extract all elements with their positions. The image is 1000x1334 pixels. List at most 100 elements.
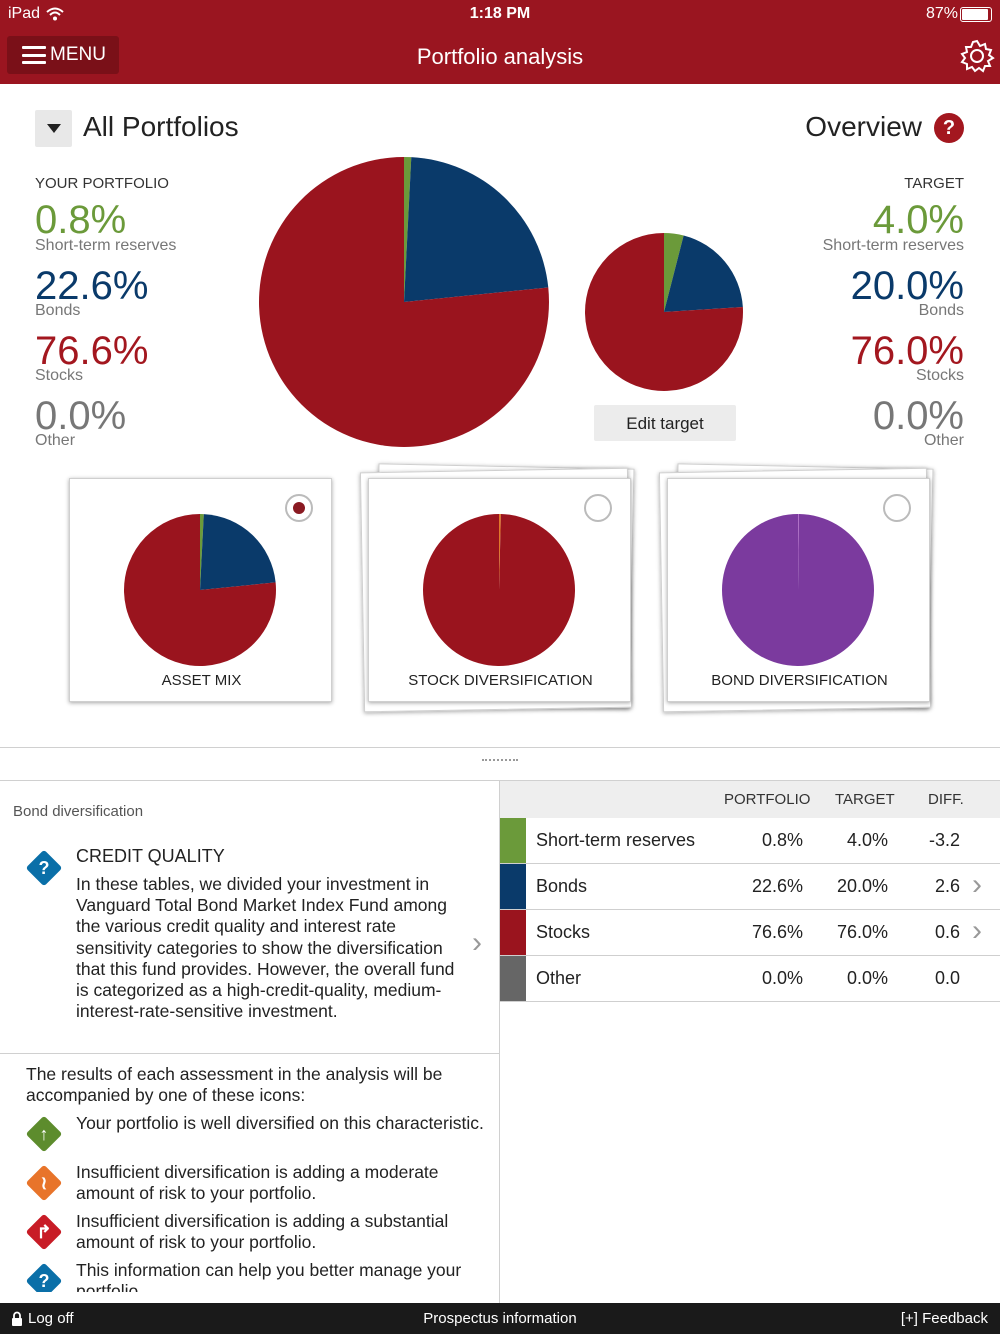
- row-name: Short-term reserves: [536, 830, 696, 850]
- stock-diversification-card[interactable]: STOCK DIVERSIFICATION: [368, 478, 631, 702]
- battery-percent: 87%: [926, 5, 959, 22]
- row-target: 20.0%: [836, 876, 888, 896]
- target-pie-chart: [585, 233, 743, 391]
- target-stocks-label: Stocks: [915, 367, 964, 384]
- table-row: Short-term reserves 0.8% 4.0% -3.2: [500, 818, 1000, 864]
- pie-slice-short-term-reserves: [404, 157, 412, 302]
- status-bar: iPad 1:18 PM 87%: [0, 0, 1000, 30]
- divider: [499, 781, 500, 1305]
- hamburger-icon: [22, 46, 46, 64]
- pie-slice-bonds: [200, 514, 276, 590]
- lock-icon: [12, 1311, 22, 1326]
- pie-slice-bonds: [664, 235, 743, 312]
- table-row: Other 0.0% 0.0% 0.0: [500, 956, 1000, 1002]
- substantial-risk-icon: ↱: [25, 1213, 63, 1251]
- pie-slice-stocks: [585, 233, 743, 391]
- table-row[interactable]: Bonds 22.6% 20.0% 2.6 ›: [500, 864, 1000, 910]
- row-diff: 0.6: [934, 922, 960, 942]
- portfolio-stocks-label: Stocks: [35, 367, 84, 384]
- portfolio-other-value: 0.0%: [35, 394, 127, 438]
- bond-diversification-card[interactable]: BOND DIVERSIFICATION: [667, 478, 930, 702]
- asset-mix-pie-chart: [123, 514, 276, 666]
- bond-diversification-label: BOND DIVERSIFICATION: [711, 672, 888, 689]
- bond-diversification-radio[interactable]: [883, 494, 911, 522]
- chevron-right-icon[interactable]: ›: [972, 914, 982, 947]
- target-short-term-label: Short-term reserves: [822, 237, 964, 254]
- logoff-link[interactable]: Log off: [28, 1310, 74, 1327]
- help-icon[interactable]: ?: [934, 113, 964, 143]
- legend-info-clip: ? This information can help you better m…: [0, 1258, 499, 1292]
- pie-slice-accent: [798, 514, 799, 590]
- bond-diversification-pie-chart: [722, 514, 874, 666]
- row-portfolio: 22.6%: [751, 876, 803, 896]
- moderate-risk-icon: ≀: [25, 1164, 63, 1202]
- target-bonds-value: 20.0%: [850, 264, 964, 308]
- bottom-bar: Log off Prospectus information [+] Feedb…: [0, 1303, 1000, 1334]
- pie-slice-bonds: [404, 157, 549, 302]
- portfolio-dropdown-button[interactable]: [35, 110, 72, 147]
- target-stocks-value: 76.0%: [850, 329, 964, 373]
- overview-title: Overview: [805, 111, 922, 142]
- row-diff: 0.0: [934, 968, 960, 988]
- asset-mix-label: ASSET MIX: [161, 672, 242, 689]
- portfolio-stocks-value: 76.6%: [35, 329, 149, 373]
- gear-icon[interactable]: [959, 38, 995, 74]
- stock-diversification-radio[interactable]: [584, 494, 612, 522]
- column-header-portfolio: PORTFOLIO: [724, 791, 811, 808]
- target-short-term-value: 4.0%: [872, 198, 964, 242]
- table-row[interactable]: Stocks 76.6% 76.0% 0.6 ›: [500, 910, 1000, 956]
- bonds-swatch: [500, 864, 526, 909]
- legend-moderate-risk: Insufficient diversification is adding a…: [76, 1162, 439, 1203]
- page-title: Portfolio analysis: [416, 44, 584, 69]
- info-question-icon: ?: [25, 1262, 63, 1292]
- legend-substantial-risk: Insufficient diversification is adding a…: [76, 1211, 449, 1252]
- pie-slice-short-term-reserves: [200, 514, 204, 590]
- divider: [0, 780, 1000, 781]
- target-heading: TARGET: [904, 175, 964, 192]
- target-other-value: 0.0%: [872, 394, 964, 438]
- feedback-link[interactable]: [+] Feedback: [900, 1310, 988, 1327]
- credit-quality-title: CREDIT QUALITY: [76, 846, 225, 866]
- wifi-icon: [46, 7, 64, 21]
- portfolio-selector-label[interactable]: All Portfolios: [83, 111, 239, 142]
- other-swatch: [500, 956, 526, 1001]
- asset-mix-card[interactable]: ASSET MIX: [69, 478, 332, 702]
- row-target: 76.0%: [836, 922, 888, 942]
- credit-quality-description: In these tables, we divided your investm…: [76, 874, 455, 1022]
- edit-target-button[interactable]: Edit target: [594, 405, 736, 441]
- legend-well-diversified: Your portfolio is well diversified on th…: [76, 1113, 484, 1133]
- row-diff: 2.6: [934, 876, 960, 896]
- nav-bar: Portfolio analysis MENU: [0, 30, 1000, 84]
- column-header-diff: DIFF.: [928, 791, 964, 808]
- menu-label: MENU: [50, 44, 106, 65]
- divider: [0, 747, 1000, 748]
- pie-slice-stocks: [423, 514, 575, 666]
- short-term-swatch: [500, 818, 526, 863]
- column-header-target: TARGET: [835, 791, 895, 808]
- your-portfolio-heading: YOUR PORTFOLIO: [35, 175, 169, 192]
- pie-slice-stocks: [123, 514, 276, 666]
- stock-diversification-label: STOCK DIVERSIFICATION: [408, 672, 593, 689]
- pie-slice-short-term-reserves: [664, 233, 684, 312]
- stocks-swatch: [500, 910, 526, 955]
- results-intro: The results of each assessment in the an…: [26, 1064, 443, 1105]
- portfolio-bonds-label: Bonds: [35, 302, 81, 319]
- legend-info: This information can help you better man…: [76, 1260, 462, 1292]
- portfolio-short-term-label: Short-term reserves: [35, 237, 177, 254]
- portfolio-short-term-value: 0.8%: [35, 198, 127, 242]
- device-name: iPad: [8, 5, 41, 22]
- chevron-right-icon[interactable]: ›: [472, 926, 482, 959]
- stock-diversification-pie-chart: [423, 514, 575, 666]
- row-target: 0.0%: [846, 968, 888, 988]
- menu-button[interactable]: MENU: [7, 36, 119, 74]
- prospectus-link[interactable]: Prospectus information: [423, 1310, 577, 1327]
- chevron-right-icon[interactable]: ›: [972, 868, 982, 901]
- resize-handle[interactable]: [482, 759, 518, 767]
- row-target: 4.0%: [846, 830, 888, 850]
- row-name: Stocks: [536, 922, 591, 942]
- well-diversified-icon: ↑: [25, 1115, 63, 1153]
- asset-mix-radio[interactable]: [285, 494, 313, 522]
- row-diff: -3.2: [928, 830, 960, 850]
- portfolio-other-label: Other: [35, 432, 76, 449]
- row-portfolio: 0.0%: [761, 968, 803, 988]
